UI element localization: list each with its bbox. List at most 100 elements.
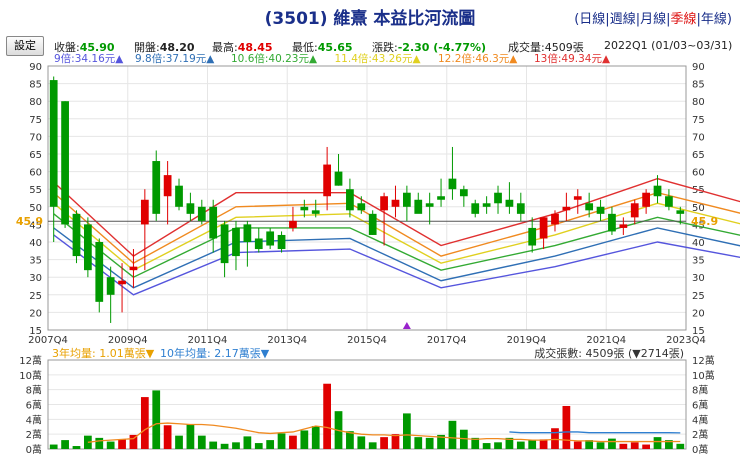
time-tick-label: 2013Q4 <box>267 335 307 346</box>
volume-bar <box>414 437 423 449</box>
volume-bar <box>539 439 548 449</box>
price-tick-left: 90 <box>29 62 42 73</box>
time-tick-label: 2021Q4 <box>586 335 626 346</box>
volume-bar <box>642 444 650 449</box>
price-tick-right: 35 <box>692 256 705 267</box>
volume-tick-right: 10萬 <box>692 369 715 382</box>
volume-bar <box>676 443 685 449</box>
period-monthly-link[interactable]: 月線 <box>640 12 667 27</box>
volume-bar <box>118 439 126 449</box>
volume-bar <box>516 441 525 449</box>
volume-bar <box>425 437 434 449</box>
volume-tick-right: 4萬 <box>692 413 708 426</box>
event-marker-icon <box>402 322 411 329</box>
candle-body <box>459 189 468 197</box>
price-tick-left: 65 <box>29 150 42 161</box>
candle-body <box>528 227 537 246</box>
price-tick-left: 75 <box>29 115 42 126</box>
price-tick-right: 15 <box>692 326 705 337</box>
volume-bar <box>471 437 480 449</box>
volume-tick-left: 0萬 <box>26 443 42 456</box>
candle-body <box>129 266 138 271</box>
candle-body <box>562 206 571 211</box>
volume-bar <box>380 437 388 449</box>
volume-bar <box>61 440 69 449</box>
candle-body <box>140 199 149 225</box>
volume-bar <box>254 443 263 449</box>
pe-band-legend-item: 9倍:34.16元▲ <box>54 52 124 65</box>
time-tick-label: 2023Q4 <box>666 335 706 346</box>
candle-body <box>106 277 115 295</box>
candle-body <box>266 231 275 246</box>
volume-tick-right: 0萬 <box>692 443 708 456</box>
time-tick-label: 2015Q4 <box>347 335 387 346</box>
open-stat: 開盤:48.20 <box>134 41 195 54</box>
volume-bar <box>459 429 468 449</box>
candle-body <box>642 192 650 207</box>
volume-bar <box>596 442 605 449</box>
candle-body <box>596 206 605 214</box>
pe-band-legend-item: 12.2倍:46.3元▲ <box>438 52 518 65</box>
period-daily-link[interactable]: 日線 <box>579 12 606 27</box>
candle-body <box>505 199 514 207</box>
candle-body <box>585 203 594 211</box>
time-tick-label: 2009Q4 <box>108 335 148 346</box>
volume-panel-frame <box>47 359 687 450</box>
price-tick-right: 70 <box>692 132 705 143</box>
volume-tick-right: 6萬 <box>692 399 708 412</box>
low-stat: 最低:45.65 <box>292 41 353 54</box>
candle-body <box>118 280 126 285</box>
volume-bar <box>300 430 309 449</box>
price-tick-right: 90 <box>692 62 705 73</box>
candle-body <box>608 213 616 232</box>
volume-bar <box>346 431 354 449</box>
candle-body <box>84 224 92 271</box>
candle-body <box>49 80 58 207</box>
volume-bar <box>403 413 411 449</box>
volume-tick-left: 8萬 <box>26 384 42 397</box>
price-tick-right: 30 <box>692 273 705 284</box>
price-tick-left: 45 <box>29 220 42 231</box>
period-yearly-link[interactable]: 年線 <box>700 12 727 27</box>
price-tick-right: 60 <box>692 168 705 179</box>
volume-bar <box>289 435 297 449</box>
volume-bar <box>551 428 559 449</box>
candle-body <box>437 196 445 200</box>
period-selector: (日線|週線|月線|季線|年線) <box>574 12 732 27</box>
candle-body <box>232 227 240 257</box>
settings-button[interactable]: 設定 <box>6 36 44 56</box>
candle-body <box>346 189 354 211</box>
candle-body <box>551 213 559 225</box>
candle-body <box>175 185 183 207</box>
period-range: 2022Q1 (01/03~03/31) <box>604 39 733 52</box>
pe-band-line <box>53 202 740 271</box>
volume-bar <box>665 440 673 449</box>
volume-bar <box>494 442 502 449</box>
volume-bar <box>243 436 252 449</box>
price-tick-right: 85 <box>692 80 705 91</box>
volume-bar <box>391 434 400 449</box>
volume-bar <box>175 435 183 449</box>
candle-body <box>391 199 400 207</box>
time-tick-label: 2017Q4 <box>427 335 467 346</box>
pe-band-line <box>53 227 740 289</box>
price-tick-right: 80 <box>692 97 705 108</box>
time-tick-label: 2007Q4 <box>28 335 68 346</box>
price-tick-right: 75 <box>692 115 705 126</box>
volume-bar <box>573 441 582 449</box>
volume-bar <box>323 383 331 449</box>
change-stat: 漲跌:-2.30 (-4.77%) <box>372 41 487 54</box>
period-quarterly-link[interactable]: 季線 <box>670 12 697 27</box>
candle-body <box>403 192 411 207</box>
volume-bar <box>232 442 240 449</box>
candle-body <box>220 224 229 264</box>
volume-bar <box>562 405 571 449</box>
period-weekly-link[interactable]: 週線 <box>609 12 636 27</box>
volume-tick-left: 12萬 <box>19 354 42 367</box>
candle-body <box>323 164 331 197</box>
volume-bar <box>311 426 320 449</box>
current-price-label-right: 45.9 <box>691 215 718 228</box>
volume-bar <box>106 441 115 449</box>
volume-bar <box>163 425 172 449</box>
